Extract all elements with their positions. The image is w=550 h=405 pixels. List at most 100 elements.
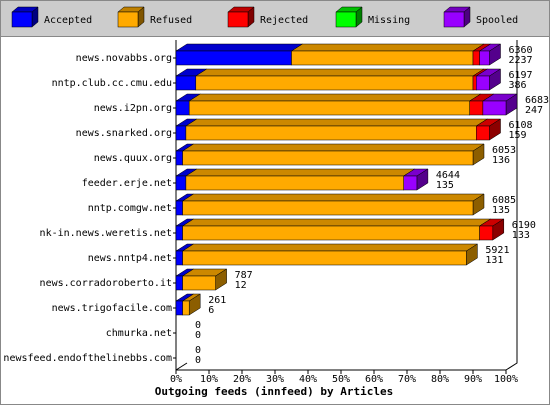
value-label-total: 0 (195, 320, 201, 331)
value-label-total: 4644 (436, 170, 460, 181)
bar (175, 200, 183, 216)
bar (182, 150, 474, 166)
bar (175, 125, 187, 141)
bar (182, 225, 480, 241)
legend-swatch (335, 11, 357, 28)
bar (182, 250, 467, 266)
y-tick-label: news.quux.org (94, 153, 172, 164)
legend-label: Refused (150, 15, 192, 26)
bar-top (185, 118, 489, 127)
bar (469, 100, 484, 116)
bar-top (185, 168, 416, 177)
bar (482, 100, 507, 116)
bar-top (181, 193, 485, 202)
bar-top (181, 218, 492, 227)
y-tick-label: feeder.erje.net (82, 178, 172, 189)
bar-top (290, 43, 485, 52)
bar (175, 150, 183, 166)
value-label-accepted: 135 (436, 180, 454, 191)
bar (182, 300, 190, 316)
legend-swatch (443, 11, 465, 28)
value-label-total: 787 (235, 270, 253, 281)
value-label-total: 0 (195, 345, 201, 356)
bar-top (175, 43, 304, 52)
legend-label: Accepted (44, 15, 92, 26)
bar (472, 75, 477, 91)
value-label-accepted: 135 (492, 205, 510, 216)
legend-swatch (117, 11, 139, 28)
x-tick-label: 80% (431, 374, 449, 385)
y-tick-label: news.i2pn.org (94, 103, 172, 114)
value-label-accepted: 2237 (509, 55, 533, 66)
legend-label: Rejected (260, 15, 308, 26)
y-tick-label: news.corradoroberto.it (40, 278, 172, 289)
value-label-accepted: 131 (485, 255, 503, 266)
value-label-accepted: 159 (509, 130, 527, 141)
bar (403, 175, 418, 191)
value-label-accepted: 0 (195, 330, 201, 341)
bar (479, 225, 494, 241)
value-label-total: 261 (208, 295, 226, 306)
value-label-total: 6190 (512, 220, 536, 231)
y-tick-label: chmurka.net (106, 328, 172, 339)
legend-swatch (11, 11, 33, 28)
bar (175, 75, 197, 91)
y-tick-label: nk-in.news.weretis.net (40, 228, 172, 239)
value-label-accepted: 247 (525, 105, 543, 116)
axis-floor-back (175, 362, 188, 371)
bar (175, 250, 183, 266)
value-label-accepted: 386 (509, 80, 527, 91)
bar (182, 200, 474, 216)
bar (195, 75, 474, 91)
y-tick-label: news.trigofacile.com (52, 303, 172, 314)
value-label-total: 5921 (485, 245, 509, 256)
x-tick-label: 90% (464, 374, 482, 385)
x-tick-label: 20% (233, 374, 251, 385)
bar (472, 50, 480, 66)
bar (175, 275, 183, 291)
value-label-accepted: 0 (195, 355, 201, 366)
value-label-accepted: 6 (208, 305, 214, 316)
bar-top (181, 143, 485, 152)
legend-swatch (227, 11, 249, 28)
bar (182, 275, 216, 291)
bar (175, 300, 183, 316)
y-tick-label: newsfeed.endofthelinebbs.com (3, 353, 172, 364)
value-label-total: 6108 (509, 120, 533, 131)
legend-label: Missing (368, 15, 410, 26)
x-tick-label: 0% (170, 374, 182, 385)
legend-label: Spooled (476, 15, 518, 26)
value-label-total: 6683 (525, 95, 549, 106)
value-label-total: 6085 (492, 195, 516, 206)
bar (185, 125, 477, 141)
bar-top (188, 93, 482, 102)
x-tick-label: 40% (299, 374, 317, 385)
x-tick-label: 100% (494, 374, 518, 385)
y-tick-label: news.nntp4.net (88, 253, 172, 264)
x-tick-label: 30% (266, 374, 284, 385)
bar (175, 175, 187, 191)
bar (175, 100, 190, 116)
bar (185, 175, 404, 191)
bar-top (181, 243, 479, 252)
x-tick-label: 60% (365, 374, 383, 385)
y-tick-label: news.snarked.org (76, 128, 172, 139)
x-tick-label: 10% (200, 374, 218, 385)
bar (476, 75, 490, 91)
x-tick-label: 70% (398, 374, 416, 385)
bar-top (194, 68, 485, 77)
bar (291, 50, 474, 66)
y-tick-label: news.novabbs.org (76, 53, 172, 64)
y-tick-label: nntp.club.cc.cmu.edu (52, 78, 172, 89)
bar (175, 50, 292, 66)
value-label-total: 6360 (509, 45, 533, 56)
bar (175, 225, 183, 241)
chart-title: Outgoing feeds (innfeed) by Articles (155, 385, 393, 398)
value-label-accepted: 136 (492, 155, 510, 166)
value-label-total: 6197 (509, 70, 533, 81)
y-tick-label: nntp.comgw.net (88, 203, 172, 214)
value-label-accepted: 133 (512, 230, 530, 241)
value-label-accepted: 12 (235, 280, 247, 291)
